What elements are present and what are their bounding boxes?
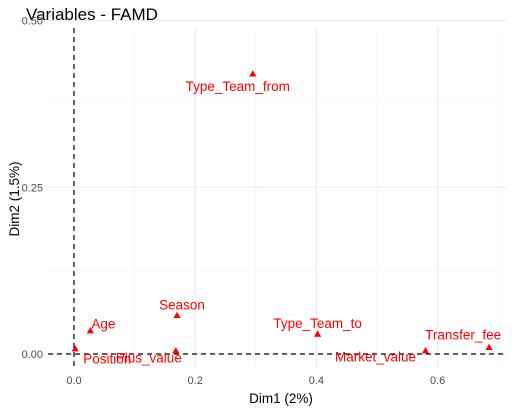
axis-ticks: 0.00.20.40.60.000.250.500.75 [22,16,446,388]
point-labels: League_fromLeague_toType_Team_fromAgeSea… [83,79,501,367]
point-marker-season [173,311,181,319]
point-marker-age [86,327,94,334]
y-tick-label: 0.25 [22,182,43,194]
point-label-type-team-to: Type_Team_to [273,316,362,331]
point-label-plus-value: Plus_value [116,351,182,366]
point-label-position: Position [83,352,131,367]
point-label-type-team-from: Type_Team_from [186,79,290,94]
x-axis-title: Dim1 (2%) [249,391,313,406]
y-tick-label: 0.00 [22,349,43,361]
point-marker-position [71,345,79,352]
point-marker-type-team-from [249,70,257,77]
point-label-season: Season [159,297,205,312]
y-tick-label: 0.50 [22,16,43,28]
point-marker-type-team-to [314,330,322,337]
x-tick-label: 0.0 [66,375,81,387]
point-label-age: Age [91,317,115,332]
point-label-transfer-fee: Transfer_fee [425,327,501,342]
y-axis-title: Dim2 (1.5%) [7,161,22,236]
chart-title: Variables - FAMD [26,5,158,24]
data-points [71,70,493,354]
x-tick-label: 0.4 [309,375,324,387]
point-marker-market-value [421,347,430,354]
x-tick-label: 0.2 [188,375,203,387]
point-marker-transfer-fee [485,343,493,351]
x-tick-label: 0.6 [430,375,445,387]
point-marker-plus-value [172,347,180,354]
reference-lines [48,28,507,368]
point-label-market-value: Market_value [335,350,416,365]
